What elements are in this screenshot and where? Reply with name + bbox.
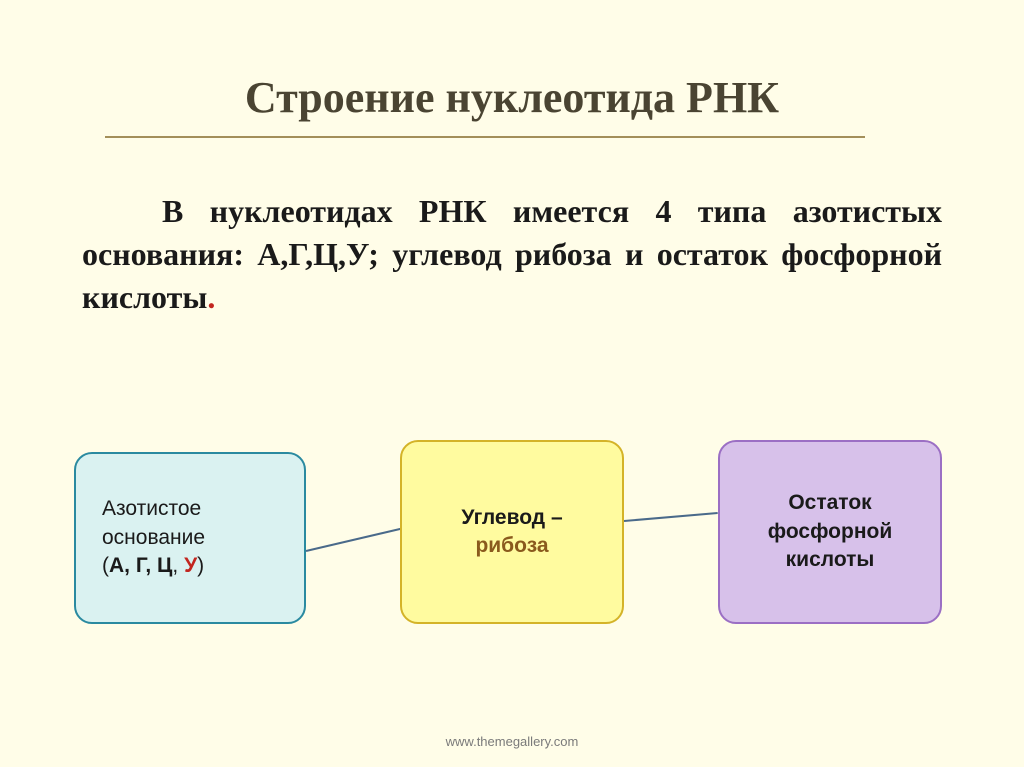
diagram: Азотистое основание (А, Г, Ц, У) Углевод… <box>0 410 1024 670</box>
slide: Строение нуклеотида РНК В нуклеотидах РН… <box>0 0 1024 767</box>
bases-bold: А, Г, Ц <box>109 554 172 577</box>
node-phosphate: Остаток фосфорной кислоты <box>718 440 942 624</box>
node-left-line3: (А, Г, Ц, У) <box>102 552 204 580</box>
node-left-line1: Азотистое <box>102 495 201 523</box>
title-underline <box>105 136 865 138</box>
paren-open: ( <box>102 554 109 577</box>
node-mid-line2: рибоза <box>475 532 548 560</box>
paren-close: ) <box>197 554 204 577</box>
node-right-line3: кислоты <box>786 546 875 574</box>
slide-title: Строение нуклеотида РНК <box>0 72 1024 123</box>
node-right-line1: Остаток <box>788 489 871 517</box>
node-right-line2: фосфорной <box>768 518 893 546</box>
node-nitrogen-base: Азотистое основание (А, Г, Ц, У) <box>74 452 306 624</box>
bases-comma: , <box>172 554 184 577</box>
body-text: В нуклеотидах РНК имеется 4 типа азотист… <box>82 190 942 320</box>
node-mid-line1: Углевод – <box>461 504 562 532</box>
connector-left-mid <box>306 528 400 552</box>
connector-mid-right <box>624 512 718 522</box>
base-highlight: У <box>184 554 197 577</box>
body-dot: . <box>207 279 215 315</box>
node-carbohydrate: Углевод – рибоза <box>400 440 624 624</box>
node-left-line2: основание <box>102 524 205 552</box>
footer-url: www.themegallery.com <box>0 734 1024 749</box>
